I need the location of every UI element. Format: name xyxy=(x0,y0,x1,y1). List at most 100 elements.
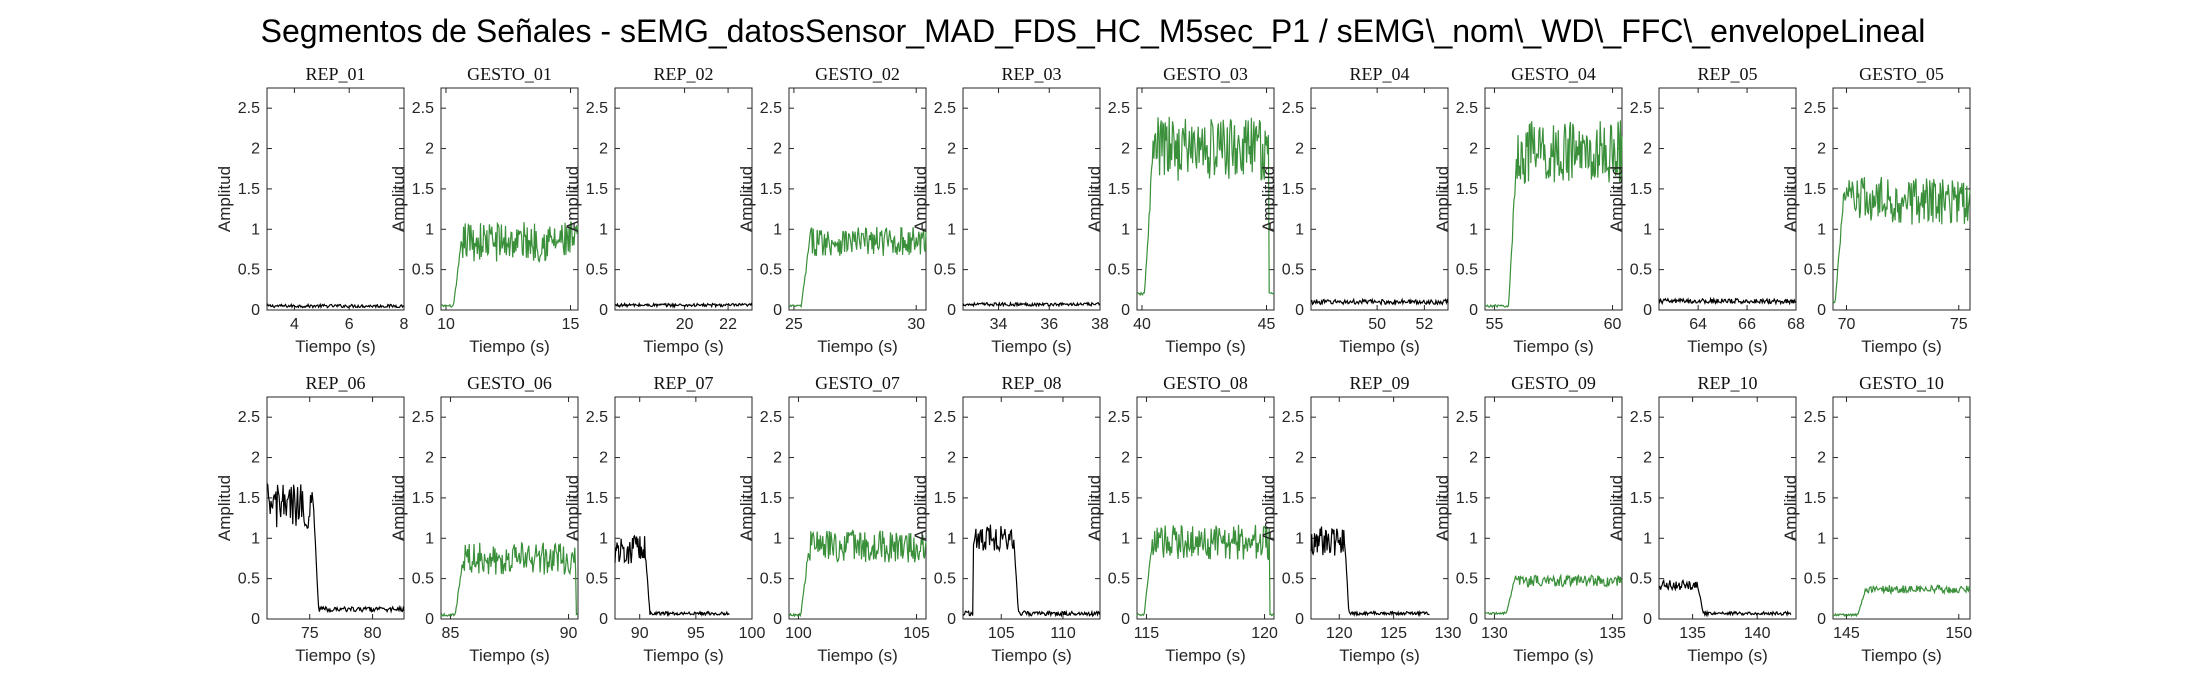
y-tick-label: 2 xyxy=(599,141,608,158)
signal-line xyxy=(266,483,405,614)
y-tick-label: 0.5 xyxy=(238,571,260,588)
y-tick-label: 0 xyxy=(1817,302,1826,319)
x-tick-label: 75 xyxy=(301,625,319,642)
y-tick-label: 0.5 xyxy=(1108,262,1130,279)
subplot-gesto-07: GESTO_07 0 0.5 1 1.5 2 2.5 100 105 Tiempo (s) Ampl… xyxy=(737,373,930,665)
subplot-title: REP_10 xyxy=(1697,373,1757,393)
y-tick-label: 1 xyxy=(773,530,782,547)
y-tick-label: 0 xyxy=(1817,611,1826,628)
y-tick-label: 1 xyxy=(599,221,608,238)
signal-line xyxy=(962,300,1101,308)
signal-line xyxy=(1832,584,1971,618)
y-tick-label: 0.5 xyxy=(760,571,782,588)
y-tick-label: 2 xyxy=(773,141,782,158)
y-tick-label: 2 xyxy=(425,450,434,467)
y-tick-label: 1.5 xyxy=(1804,181,1826,198)
y-tick-label: 2.5 xyxy=(934,100,956,117)
y-tick-label: 0.5 xyxy=(412,571,434,588)
y-tick-label: 2 xyxy=(947,141,956,158)
y-tick-label: 1.5 xyxy=(412,490,434,507)
y-axis-label: Amplitud xyxy=(215,475,234,541)
y-tick-label: 1 xyxy=(1817,530,1826,547)
axes-box xyxy=(1484,87,1623,311)
signal-line xyxy=(1136,524,1275,617)
signal-line xyxy=(1658,296,1797,306)
y-tick-label: 0.5 xyxy=(1456,571,1478,588)
subplot-title: REP_06 xyxy=(305,373,365,393)
x-axis-label: Tiempo (s) xyxy=(817,646,898,665)
y-tick-label: 2 xyxy=(1643,450,1652,467)
y-tick-label: 2.5 xyxy=(1456,100,1478,117)
x-tick-label: 105 xyxy=(988,625,1015,642)
x-tick-label: 8 xyxy=(400,316,409,333)
signal-line xyxy=(1484,120,1623,309)
y-tick-label: 2 xyxy=(251,141,260,158)
y-tick-label: 2 xyxy=(1469,141,1478,158)
x-tick-label: 105 xyxy=(903,625,930,642)
x-tick-label: 90 xyxy=(560,625,578,642)
y-tick-label: 0 xyxy=(1121,611,1130,628)
subplot-title: GESTO_06 xyxy=(467,373,552,393)
y-tick-label: 2 xyxy=(1469,450,1478,467)
y-tick-label: 0.5 xyxy=(412,262,434,279)
y-axis-label: Amplitud xyxy=(563,166,582,232)
signal-line xyxy=(614,301,753,309)
y-tick-label: 0 xyxy=(1643,302,1652,319)
y-axis-label: Amplitud xyxy=(389,475,408,541)
subplot-title: REP_07 xyxy=(653,373,713,393)
signal-line xyxy=(1310,297,1449,306)
y-tick-label: 2.5 xyxy=(1456,409,1478,426)
y-tick-label: 0.5 xyxy=(934,571,956,588)
y-tick-label: 2.5 xyxy=(1630,409,1652,426)
subplot-title: GESTO_01 xyxy=(467,64,552,84)
y-tick-label: 0 xyxy=(599,611,608,628)
subplot-title: REP_08 xyxy=(1001,373,1061,393)
y-tick-label: 0.5 xyxy=(1282,262,1304,279)
subplot-gesto-01: GESTO_01 0 0.5 1 1.5 2 2.5 10 15 Tiempo (s) Amplit… xyxy=(389,64,580,356)
subplot-rep-08: REP_08 0 0.5 1 1.5 2 2.5 105 110 Tiempo (s) Amplit… xyxy=(911,373,1101,665)
subplot-rep-01: REP_01 0 0.5 1 1.5 2 2.5 4 6 8 Tiempo (s) Amplitud xyxy=(215,64,409,356)
x-tick-label: 120 xyxy=(1251,625,1278,642)
subplot-title: GESTO_08 xyxy=(1163,373,1248,393)
subplot-title: GESTO_03 xyxy=(1163,64,1248,84)
y-tick-label: 2 xyxy=(1817,141,1826,158)
axes-box xyxy=(614,396,753,620)
subplot-title: GESTO_09 xyxy=(1511,373,1596,393)
y-axis-label: Amplitud xyxy=(1781,166,1800,232)
x-tick-label: 150 xyxy=(1945,625,1972,642)
signal-line xyxy=(1484,573,1623,616)
subplot-title: GESTO_02 xyxy=(815,64,900,84)
y-tick-label: 0.5 xyxy=(1804,571,1826,588)
y-tick-label: 2.5 xyxy=(1282,100,1304,117)
signal-line xyxy=(1832,176,1971,304)
y-tick-label: 0 xyxy=(773,611,782,628)
x-axis-label: Tiempo (s) xyxy=(643,337,724,356)
x-tick-label: 4 xyxy=(290,316,299,333)
subplot-title: REP_09 xyxy=(1349,373,1409,393)
y-tick-label: 1 xyxy=(251,221,260,238)
y-tick-label: 0 xyxy=(947,611,956,628)
y-tick-label: 1.5 xyxy=(934,181,956,198)
y-tick-label: 1.5 xyxy=(586,490,608,507)
subplot-rep-04: REP_04 0 0.5 1 1.5 2 2.5 50 52 Tiempo (s) Amplitud xyxy=(1259,64,1449,356)
x-tick-label: 90 xyxy=(631,625,649,642)
y-axis-label: Amplitud xyxy=(1259,475,1278,541)
axes-box xyxy=(440,396,579,620)
signal-line xyxy=(788,226,927,309)
y-axis-label: Amplitud xyxy=(389,166,408,232)
axes-box xyxy=(962,396,1101,620)
y-tick-label: 2 xyxy=(251,450,260,467)
x-tick-label: 130 xyxy=(1435,625,1462,642)
x-tick-label: 85 xyxy=(442,625,460,642)
x-tick-label: 10 xyxy=(437,316,455,333)
subplot-gesto-04: GESTO_04 0 0.5 1 1.5 2 2.5 55 60 Tiempo (s) Amplit… xyxy=(1433,64,1623,356)
y-tick-label: 1.5 xyxy=(760,181,782,198)
y-axis-label: Amplitud xyxy=(1781,475,1800,541)
y-axis-label: Amplitud xyxy=(1259,166,1278,232)
y-axis-label: Amplitud xyxy=(1607,166,1626,232)
y-tick-label: 2 xyxy=(1643,141,1652,158)
y-tick-label: 2.5 xyxy=(238,100,260,117)
subplot-title: REP_04 xyxy=(1349,64,1409,84)
x-axis-label: Tiempo (s) xyxy=(991,337,1072,356)
subplot-rep-10: REP_10 0 0.5 1 1.5 2 2.5 135 140 Tiempo (s) Amplit… xyxy=(1607,373,1797,665)
